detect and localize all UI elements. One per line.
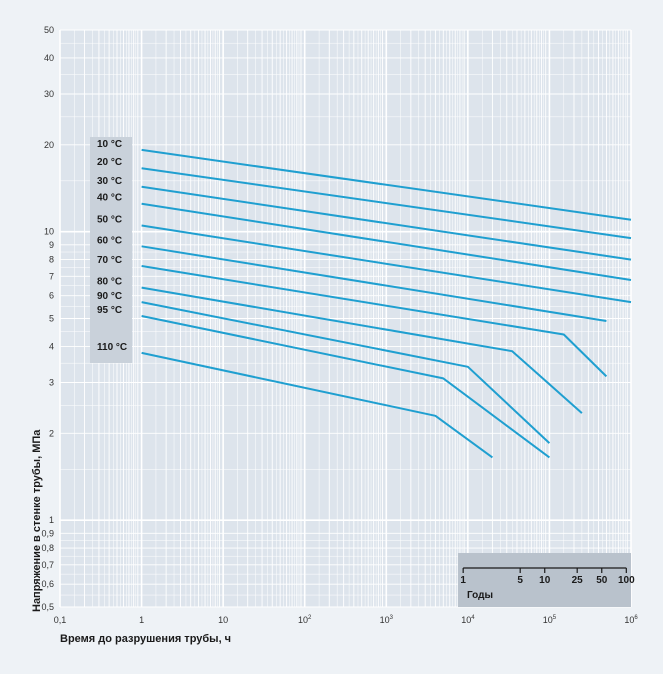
y-tick-label: 7 bbox=[49, 271, 54, 281]
series-label: 40 °C bbox=[97, 193, 122, 204]
series-line bbox=[141, 167, 632, 240]
x-tick-label: 103 bbox=[380, 615, 394, 625]
y-tick-label: 0,7 bbox=[41, 560, 54, 570]
y-tick-labels: 0,5 0,6 0,7 0,8 0,9 1 2 3 4 5 6 7 8 9 10 20 30 40 50 bbox=[41, 25, 54, 612]
y-tick-label: 2 bbox=[49, 428, 54, 438]
y-tick-label: 8 bbox=[49, 255, 54, 265]
y-tick-label: 50 bbox=[44, 25, 54, 35]
series-label: 20 °C bbox=[97, 157, 122, 168]
x-axis-title: Время до разрушения трубы, ч bbox=[60, 633, 231, 645]
series-line bbox=[141, 245, 607, 322]
series-line bbox=[141, 185, 632, 261]
x-tick-labels: 0,1 1 10 102 103 104 105 106 bbox=[54, 615, 639, 625]
y-tick-label: 0,9 bbox=[41, 528, 54, 538]
years-axis-title: Годы bbox=[467, 590, 493, 601]
years-tick-label: 10 bbox=[539, 575, 551, 586]
series-label: 80 °C bbox=[97, 277, 122, 288]
series-label-box bbox=[90, 137, 132, 363]
years-tick-label: 100 bbox=[618, 575, 635, 586]
series-line bbox=[141, 224, 632, 304]
x-tick-label: 102 bbox=[298, 615, 312, 625]
y-tick-label: 40 bbox=[44, 53, 54, 63]
series-label: 10 °C bbox=[97, 139, 122, 150]
years-tick-label: 50 bbox=[596, 575, 608, 586]
years-box-bg bbox=[458, 553, 631, 607]
series-line bbox=[141, 265, 608, 378]
series-line bbox=[141, 286, 583, 414]
y-tick-label: 30 bbox=[44, 89, 54, 99]
series-label: 95 °C bbox=[97, 305, 122, 316]
y-tick-label: 20 bbox=[44, 140, 54, 150]
series-label: 70 °C bbox=[97, 255, 122, 266]
x-tick-label: 1 bbox=[139, 615, 144, 625]
series-line bbox=[141, 301, 551, 444]
series-label: 60 °C bbox=[97, 235, 122, 246]
series-label: 50 °C bbox=[97, 215, 122, 226]
x-tick-label: 106 bbox=[624, 615, 638, 625]
series-label: 90 °C bbox=[97, 291, 122, 302]
series-line bbox=[141, 202, 632, 281]
x-tick-label: 10 bbox=[218, 615, 228, 625]
x-tick-label: 105 bbox=[543, 615, 557, 625]
y-tick-label: 1 bbox=[49, 515, 54, 525]
y-tick-label: 6 bbox=[49, 291, 54, 301]
years-tick-label: 25 bbox=[572, 575, 584, 586]
series-labels: 10 °C 20 °C 30 °C 40 °C 50 °C 60 °C 70 °C 80 °C… bbox=[97, 139, 127, 353]
y-tick-label: 9 bbox=[49, 240, 54, 250]
y-tick-label: 10 bbox=[44, 227, 54, 237]
x-tick-label: 0,1 bbox=[54, 615, 67, 625]
y-tick-label: 4 bbox=[49, 342, 54, 352]
series-label: 30 °C bbox=[97, 176, 122, 187]
y-tick-label: 0,8 bbox=[41, 543, 54, 553]
y-tick-label: 0,6 bbox=[41, 579, 54, 589]
years-axis-box: 1 5 10 25 50 100 Годы bbox=[458, 553, 635, 607]
series-group bbox=[141, 148, 632, 459]
y-tick-label: 3 bbox=[49, 378, 54, 388]
series-label: 110 °C bbox=[97, 342, 127, 353]
years-tick-label: 5 bbox=[517, 575, 523, 586]
y-axis-title: Напряжение в стенке трубы, МПа bbox=[31, 429, 43, 612]
y-tick-label: 5 bbox=[49, 314, 54, 324]
x-tick-label: 104 bbox=[461, 615, 475, 625]
years-tick-label: 1 bbox=[460, 575, 466, 586]
series-line bbox=[141, 351, 493, 459]
series-line bbox=[141, 148, 632, 221]
y-tick-label: 0,5 bbox=[41, 602, 54, 612]
series-line bbox=[141, 315, 550, 459]
grid bbox=[59, 29, 632, 608]
